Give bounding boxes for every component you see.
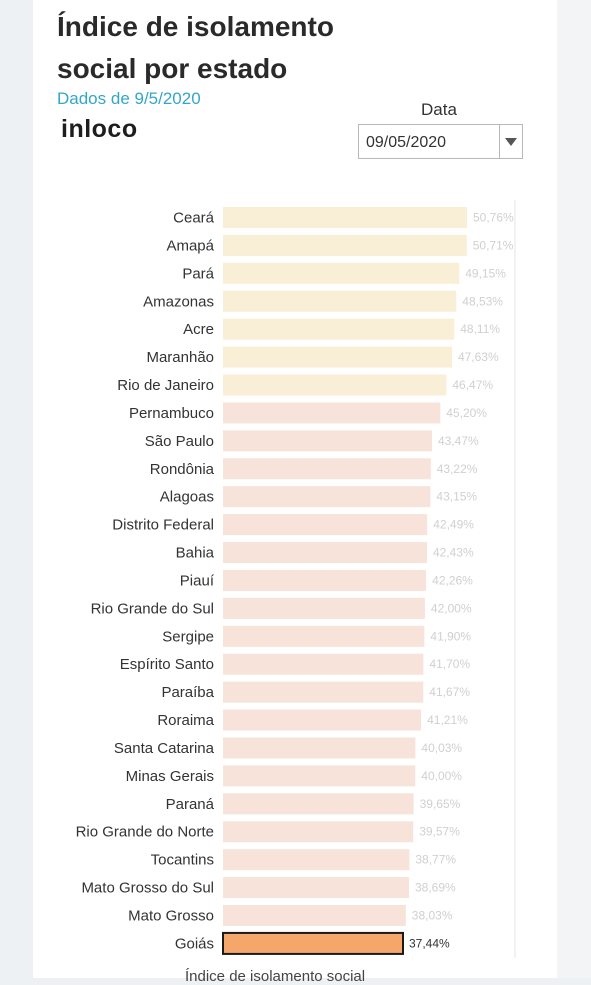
value-label: 50,76% xyxy=(473,211,514,225)
bar[interactable] xyxy=(223,653,424,675)
value-label: 38,77% xyxy=(415,853,456,867)
value-label: 50,71% xyxy=(473,238,514,252)
bar[interactable] xyxy=(223,877,409,899)
bar[interactable] xyxy=(223,262,460,284)
value-label: 43,15% xyxy=(436,490,477,504)
category-label: Rio de Janeiro xyxy=(117,377,214,394)
category-label: Ceará xyxy=(173,210,215,227)
value-label: 40,03% xyxy=(421,741,462,755)
value-label: 39,57% xyxy=(419,825,460,839)
bar[interactable] xyxy=(223,486,431,508)
category-label: Espírito Santo xyxy=(120,656,214,673)
value-label: 41,70% xyxy=(429,657,470,671)
category-label: Acre xyxy=(183,321,214,338)
bar[interactable] xyxy=(223,207,467,228)
bar[interactable] xyxy=(223,402,441,424)
category-label: Alagoas xyxy=(160,489,214,506)
category-label: Rio Grande do Norte xyxy=(76,824,214,841)
value-label: 48,53% xyxy=(462,294,503,308)
category-label: Santa Catarina xyxy=(114,740,215,757)
value-label: 41,21% xyxy=(427,713,468,727)
category-label: Pará xyxy=(182,265,214,282)
category-label: Tocantins xyxy=(151,852,214,869)
category-label: Paraíba xyxy=(161,684,214,701)
value-label: 48,11% xyxy=(460,322,500,336)
category-label: Piauí xyxy=(180,572,215,589)
value-label: 41,67% xyxy=(429,685,470,699)
bar[interactable] xyxy=(223,458,431,480)
category-label: Mato Grosso do Sul xyxy=(81,880,214,897)
bar[interactable] xyxy=(223,849,410,871)
category-label: Roraima xyxy=(157,712,214,729)
page-subtitle: Dados de 9/5/2020 xyxy=(57,89,201,108)
bar[interactable] xyxy=(223,821,414,843)
bar[interactable] xyxy=(223,597,425,619)
category-label: Mato Grosso xyxy=(128,908,214,925)
value-label: 38,03% xyxy=(412,909,453,923)
value-label: 42,00% xyxy=(431,601,472,615)
value-label: 40,00% xyxy=(421,769,462,783)
bar[interactable] xyxy=(223,318,455,340)
date-select[interactable]: 09/05/2020 xyxy=(358,124,523,159)
value-label: 38,69% xyxy=(415,881,456,895)
category-label: Distrito Federal xyxy=(112,517,214,534)
bar[interactable] xyxy=(223,625,425,647)
bar[interactable] xyxy=(223,709,422,731)
bar[interactable] xyxy=(223,905,406,926)
value-label: 45,20% xyxy=(446,406,487,420)
value-label: 41,90% xyxy=(430,629,471,643)
category-label: Minas Gerais xyxy=(126,768,214,785)
value-label: 37,44% xyxy=(409,936,450,950)
category-label: Bahia xyxy=(176,545,215,562)
category-label: Maranhão xyxy=(146,349,214,366)
bar[interactable] xyxy=(223,430,432,452)
date-select-divider xyxy=(499,125,500,158)
bar[interactable] xyxy=(223,569,427,591)
category-label: Pernambuco xyxy=(129,405,214,422)
page-title: Índice de isolamento social por estado xyxy=(57,11,334,84)
date-filter-label: Data xyxy=(421,100,457,119)
bar[interactable] xyxy=(223,374,447,396)
bar[interactable] xyxy=(223,542,427,564)
value-label: 42,49% xyxy=(433,518,474,532)
category-label: Paraná xyxy=(166,796,215,813)
inloco-logo: inloco xyxy=(61,115,138,143)
bar[interactable] xyxy=(223,793,414,815)
value-label: 42,26% xyxy=(432,573,473,587)
value-label: 39,65% xyxy=(420,797,461,811)
value-label: 49,15% xyxy=(465,266,506,280)
value-label: 42,43% xyxy=(433,546,474,560)
bar[interactable] xyxy=(223,514,428,536)
category-label: São Paulo xyxy=(145,433,214,450)
x-axis-label: Índice de isolamento social xyxy=(185,968,366,985)
bar[interactable] xyxy=(222,931,404,955)
value-label: 43,22% xyxy=(437,462,478,476)
bar[interactable] xyxy=(223,765,416,787)
date-select-value: 09/05/2020 xyxy=(366,134,447,151)
category-label: Rio Grande do Sul xyxy=(91,600,214,617)
category-label: Sergipe xyxy=(162,628,214,645)
chevron-down-icon[interactable] xyxy=(505,138,517,146)
bar[interactable] xyxy=(223,290,457,312)
value-label: 46,47% xyxy=(452,378,493,392)
bar[interactable] xyxy=(223,737,416,759)
category-label: Amapá xyxy=(166,237,214,254)
bar[interactable] xyxy=(223,234,467,256)
category-label: Amazonas xyxy=(143,293,214,310)
value-label: 47,63% xyxy=(458,350,499,364)
category-label: Rondônia xyxy=(150,461,215,478)
category-label: Goiás xyxy=(175,935,214,952)
scroll-edge xyxy=(557,0,591,978)
bar[interactable] xyxy=(223,346,452,368)
value-label: 43,47% xyxy=(438,434,479,448)
bar[interactable] xyxy=(223,681,424,703)
